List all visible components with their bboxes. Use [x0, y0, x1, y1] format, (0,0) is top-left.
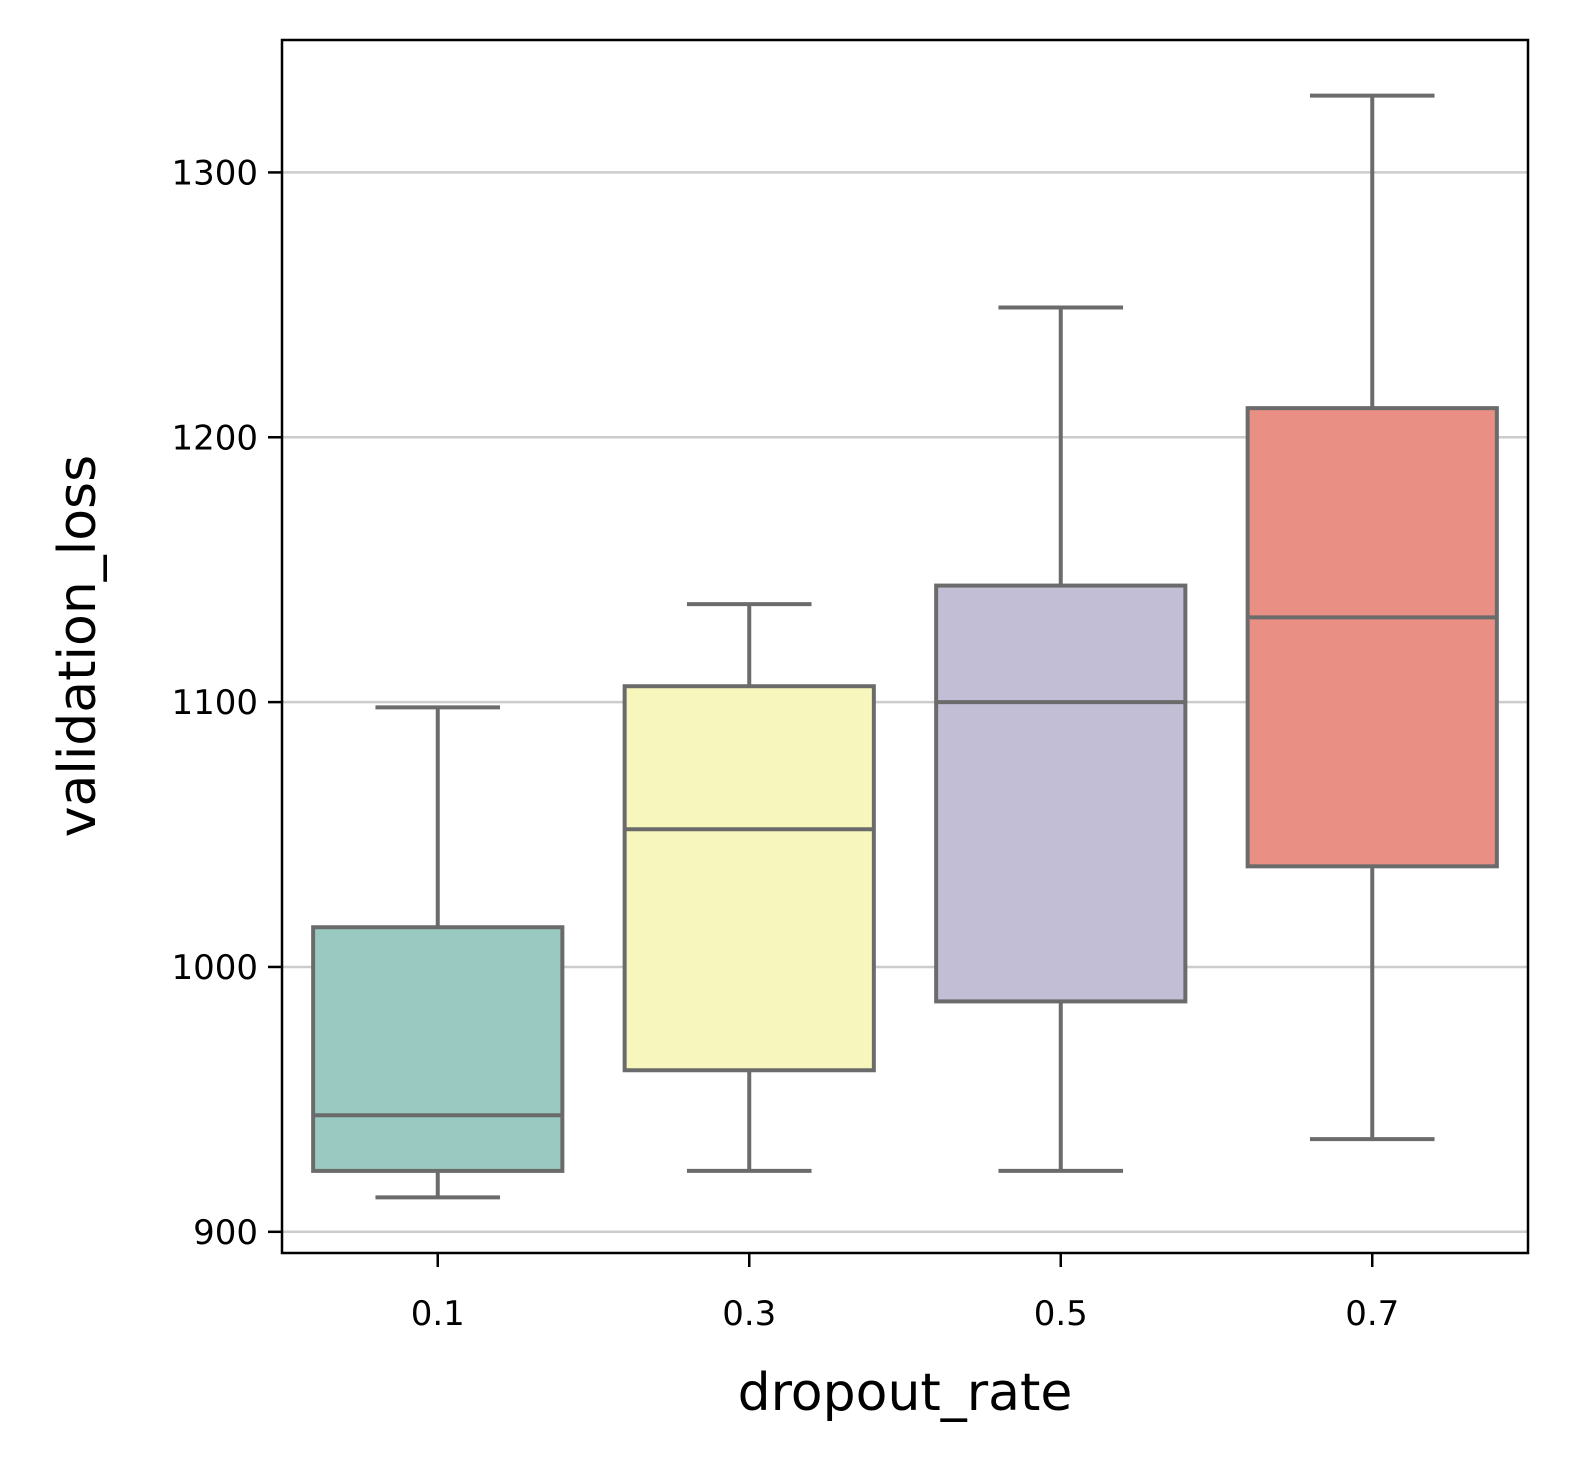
iqr-box	[1245, 406, 1499, 869]
box-0.3	[622, 602, 876, 1173]
y-axis: 900 1000 1100 1200 1300	[171, 153, 282, 1253]
y-tick-label: 1300	[171, 153, 258, 193]
x-tick-label: 0.1	[411, 1294, 465, 1334]
y-tick-label: 1200	[171, 418, 258, 458]
y-tick-label: 1000	[171, 948, 258, 988]
x-axis: 0.1 0.3 0.5 0.7	[411, 1253, 1399, 1334]
x-tick-label: 0.3	[722, 1294, 776, 1334]
x-tick-label: 0.7	[1345, 1294, 1399, 1334]
x-tick-label: 0.5	[1034, 1294, 1088, 1334]
iqr-box	[934, 583, 1188, 1004]
y-axis-label: validation_loss	[48, 455, 108, 837]
y-tick-label: 900	[193, 1213, 258, 1253]
plot-frame	[280, 38, 1530, 1255]
boxes	[311, 93, 1499, 1200]
box-0.7	[1245, 93, 1499, 1142]
x-axis-label: dropout_rate	[738, 1363, 1073, 1423]
y-tick-label: 1100	[171, 683, 258, 723]
box-0.5	[934, 305, 1188, 1173]
iqr-box	[311, 925, 565, 1173]
iqr-box	[622, 684, 876, 1073]
box-0.1	[311, 705, 565, 1200]
